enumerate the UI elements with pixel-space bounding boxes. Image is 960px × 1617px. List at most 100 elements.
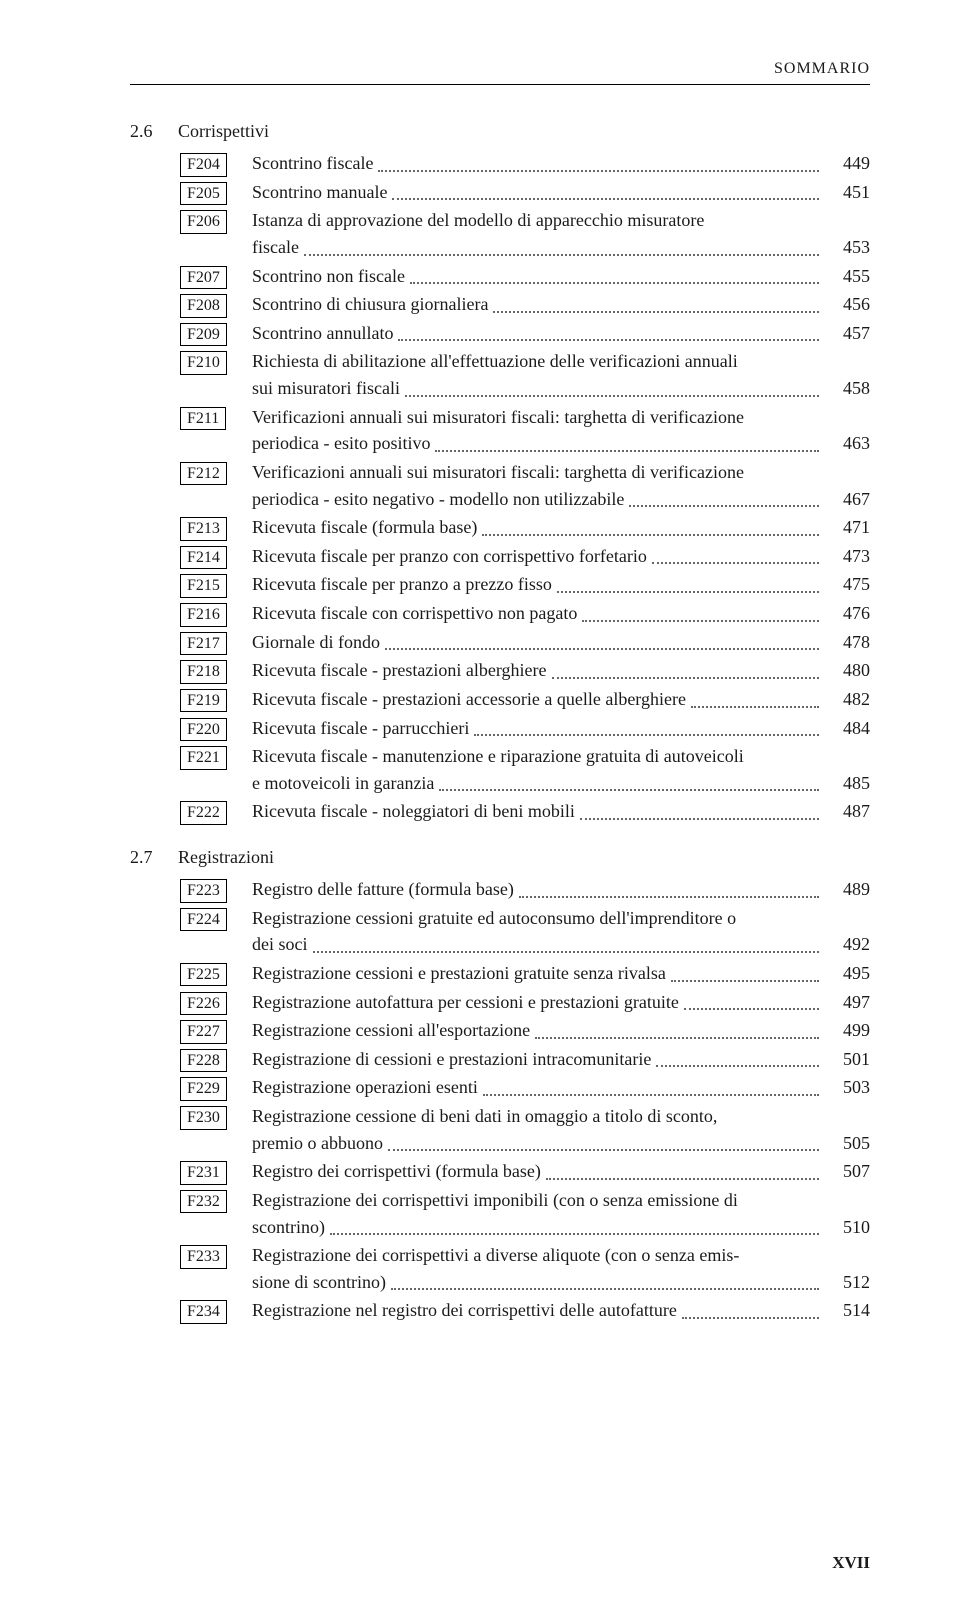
entry-text: Ricevuta fiscale per pranzo a prezzo fis… (252, 571, 552, 598)
entry-page: 480 (824, 657, 870, 684)
entry-code-col: F231 (178, 1158, 238, 1185)
leader-dots (405, 382, 819, 396)
entry-desc: Registrazione cessioni e prestazioni gra… (252, 960, 870, 987)
entry-page: 467 (824, 486, 870, 513)
entry-desc: Scontrino di chiusura giornaliera456 (252, 291, 870, 318)
page-header: SOMMARIO (130, 60, 870, 85)
entry-code: F227 (180, 1020, 227, 1044)
section-title: 2.6Corrispettivi (130, 121, 870, 142)
entry-code: F233 (180, 1245, 227, 1269)
entry-desc: Registrazione operazioni esenti503 (252, 1074, 870, 1101)
entry-code-col: F219 (178, 686, 238, 713)
entry-desc: Registro delle fatture (formula base) 489 (252, 876, 870, 903)
toc-entry: F215Ricevuta fiscale per pranzo a prezzo… (178, 571, 870, 598)
entry-desc: Registrazione dei corrispettivi a divers… (252, 1242, 870, 1295)
entry-desc: Registrazione dei corrispettivi imponibi… (252, 1187, 870, 1240)
entry-page: 455 (824, 263, 870, 290)
entry-code-col: F217 (178, 629, 238, 656)
entry-page: 510 (824, 1214, 870, 1241)
entry-text: Ricevuta fiscale - prestazioni alberghie… (252, 657, 547, 684)
toc-entry: F209Scontrino annullato457 (178, 320, 870, 347)
entry-text: e motoveicoli in garanzia (252, 770, 434, 797)
entry-text: Registro delle fatture (formula base) (252, 876, 514, 903)
toc-entry: F226 Registrazione autofattura per cessio… (178, 989, 870, 1016)
leader-dots (652, 550, 819, 564)
leader-dots (582, 607, 819, 621)
entry-page: 482 (824, 686, 870, 713)
toc-entry: F219Ricevuta fiscale - prestazioni acces… (178, 686, 870, 713)
entry-text: Registro dei corrispettivi (formula base… (252, 1158, 541, 1185)
entry-code-col: F210 (178, 348, 238, 375)
entry-page: 492 (824, 931, 870, 958)
entry-desc: Ricevuta fiscale - prestazioni alberghie… (252, 657, 870, 684)
entry-code: F230 (180, 1106, 227, 1130)
entry-page: 489 (824, 876, 870, 903)
leader-dots (552, 664, 819, 678)
entry-desc: Registrazione nel registro dei corrispet… (252, 1297, 870, 1324)
entry-desc: Registrazione cessioni gratuite ed autoc… (252, 905, 870, 958)
leader-dots (378, 157, 819, 171)
entry-code-col: F214 (178, 543, 238, 570)
toc-entry: F234 Registrazione nel registro dei corri… (178, 1297, 870, 1324)
entry-text-line: Registrazione cessione di beni dati in o… (252, 1103, 870, 1130)
leader-dots (684, 996, 819, 1010)
entry-desc: Registrazione autofattura per cessioni e… (252, 989, 870, 1016)
entry-code-col: F234 (178, 1297, 238, 1324)
entry-text: periodica - esito negativo - modello non… (252, 486, 624, 513)
entry-code-col: F232 (178, 1187, 238, 1214)
entry-code-col: F218 (178, 657, 238, 684)
entry-text-line: Verificazioni annuali sui misuratori fis… (252, 404, 870, 431)
entry-page: 487 (824, 798, 870, 825)
entry-page: 475 (824, 571, 870, 598)
section-name: Corrispettivi (178, 121, 269, 142)
entry-desc: Registrazione cessioni all'esportazione4… (252, 1017, 870, 1044)
entry-text: Registrazione autofattura per cessioni e… (252, 989, 679, 1016)
toc-entry: F233 Registrazione dei corrispettivi a di… (178, 1242, 870, 1295)
toc-body: 2.6Corrispettivi F204Scontrino fiscale449… (130, 121, 870, 1324)
leader-dots (557, 579, 819, 593)
toc-entry: F204Scontrino fiscale449 (178, 150, 870, 177)
entry-text: sione di scontrino) (252, 1269, 386, 1296)
leader-dots (546, 1165, 819, 1179)
entry-code: F234 (180, 1300, 227, 1324)
entry-page: 484 (824, 715, 870, 742)
entry-code-col: F226 (178, 989, 238, 1016)
toc-section: 2.6Corrispettivi F204Scontrino fiscale449… (130, 121, 870, 825)
entry-page: 505 (824, 1130, 870, 1157)
leader-dots (304, 241, 819, 255)
entry-desc: Giornale di fondo478 (252, 629, 870, 656)
entry-code: F223 (180, 879, 227, 903)
entry-code-col: F227 (178, 1017, 238, 1044)
entry-code: F212 (180, 462, 227, 486)
entry-code: F210 (180, 351, 227, 375)
entry-desc: Scontrino manuale451 (252, 179, 870, 206)
section-name: Registrazioni (178, 847, 274, 868)
entry-code-col: F228 (178, 1046, 238, 1073)
entry-text: scontrino) (252, 1214, 325, 1241)
entry-text: periodica - esito positivo (252, 430, 430, 457)
entry-text: premio o abbuono (252, 1130, 383, 1157)
toc-entry: F224 Registrazione cessioni gratuite ed a… (178, 905, 870, 958)
leader-dots (682, 1305, 819, 1319)
entry-code-col: F222 (178, 798, 238, 825)
entry-code: F225 (180, 963, 227, 987)
entry-code-col: F224 (178, 905, 238, 932)
entry-page: 495 (824, 960, 870, 987)
entry-code: F207 (180, 266, 227, 290)
toc-entry: F211Verificazioni annuali sui misuratori… (178, 404, 870, 457)
entry-code: F224 (180, 908, 227, 932)
toc-entry: F222Ricevuta fiscale - noleggiatori di b… (178, 798, 870, 825)
entry-code-col: F208 (178, 291, 238, 318)
toc-entry: F232 Registrazione dei corrispettivi impo… (178, 1187, 870, 1240)
entry-desc: Registrazione cessione di beni dati in o… (252, 1103, 870, 1156)
entry-text-line: Verificazioni annuali sui misuratori fis… (252, 459, 870, 486)
entry-code-col: F206 (178, 207, 238, 234)
entry-page: 499 (824, 1017, 870, 1044)
leader-dots (388, 1137, 819, 1151)
leader-dots (398, 327, 819, 341)
entry-page: 512 (824, 1269, 870, 1296)
entry-text: dei soci (252, 931, 308, 958)
leader-dots (691, 693, 819, 707)
entry-code-col: F221 (178, 743, 238, 770)
entry-text: Scontrino manuale (252, 179, 387, 206)
